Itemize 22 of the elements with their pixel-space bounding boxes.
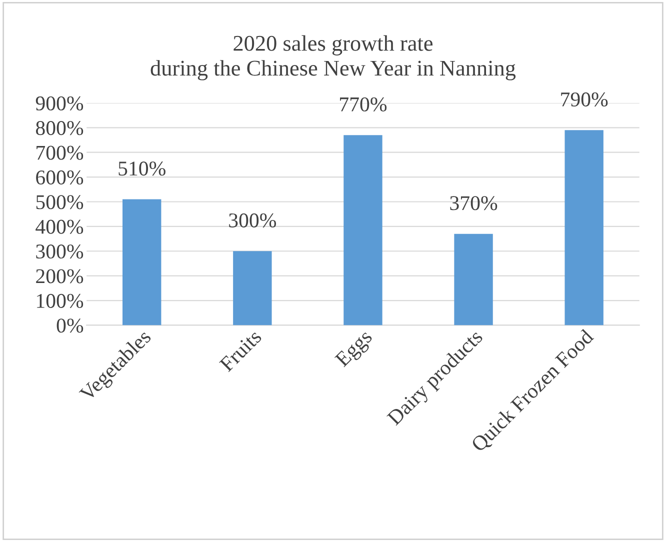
y-tick-label: 500% [36,195,84,210]
y-tick-label: 300% [36,244,84,259]
bar [454,234,493,326]
data-label: 770% [340,97,387,112]
y-tick-label: 700% [36,146,84,160]
bar [344,135,382,326]
y-tick-label: 600% [36,170,84,185]
y-tick-label: 0% [56,318,84,333]
data-label: 510% [118,162,166,176]
bar [122,199,162,326]
y-tick-label: 800% [36,121,84,136]
x-tick-label: Eggs [334,329,376,370]
y-tick-label: 200% [36,269,84,284]
chart-title: 2020 sales growth rate during the Chinese New Year in Nanning [150,35,516,80]
y-tick-label: 100% [37,294,84,308]
y-tick-label: 900% [36,96,84,110]
data-label: 370% [450,196,498,210]
data-label: 300% [229,213,276,228]
data-label: 790% [561,92,608,107]
bar [233,251,272,326]
y-tick-label: 400% [36,220,84,234]
bar [564,130,604,326]
